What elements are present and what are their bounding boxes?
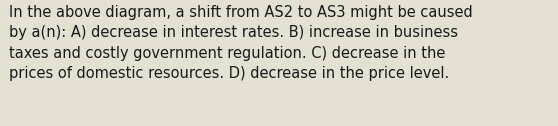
Text: In the above diagram, a shift from AS2 to AS3 might be caused
by a(n): A) decrea: In the above diagram, a shift from AS2 t… (9, 5, 473, 81)
